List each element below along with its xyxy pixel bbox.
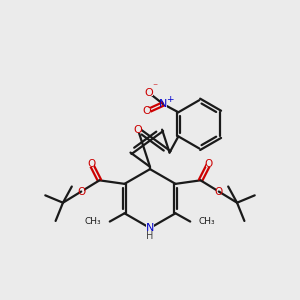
Text: N: N	[146, 223, 154, 233]
FancyBboxPatch shape	[134, 126, 142, 133]
FancyBboxPatch shape	[215, 188, 222, 195]
FancyBboxPatch shape	[159, 100, 167, 108]
Text: N: N	[159, 99, 167, 109]
FancyBboxPatch shape	[146, 224, 154, 232]
FancyBboxPatch shape	[145, 89, 153, 96]
FancyBboxPatch shape	[206, 161, 212, 167]
Text: +: +	[166, 95, 173, 104]
Text: O: O	[134, 124, 142, 135]
Text: O: O	[142, 106, 151, 116]
Text: CH₃: CH₃	[85, 217, 101, 226]
Text: ⁻: ⁻	[152, 82, 158, 92]
Text: O: O	[215, 187, 223, 196]
FancyBboxPatch shape	[143, 108, 151, 115]
Text: O: O	[205, 159, 213, 169]
FancyBboxPatch shape	[88, 161, 94, 167]
Text: CH₃: CH₃	[199, 217, 215, 226]
Text: O: O	[87, 159, 95, 169]
Text: H: H	[146, 231, 154, 241]
FancyBboxPatch shape	[78, 188, 85, 195]
Text: O: O	[77, 187, 85, 196]
Text: O: O	[145, 88, 153, 98]
